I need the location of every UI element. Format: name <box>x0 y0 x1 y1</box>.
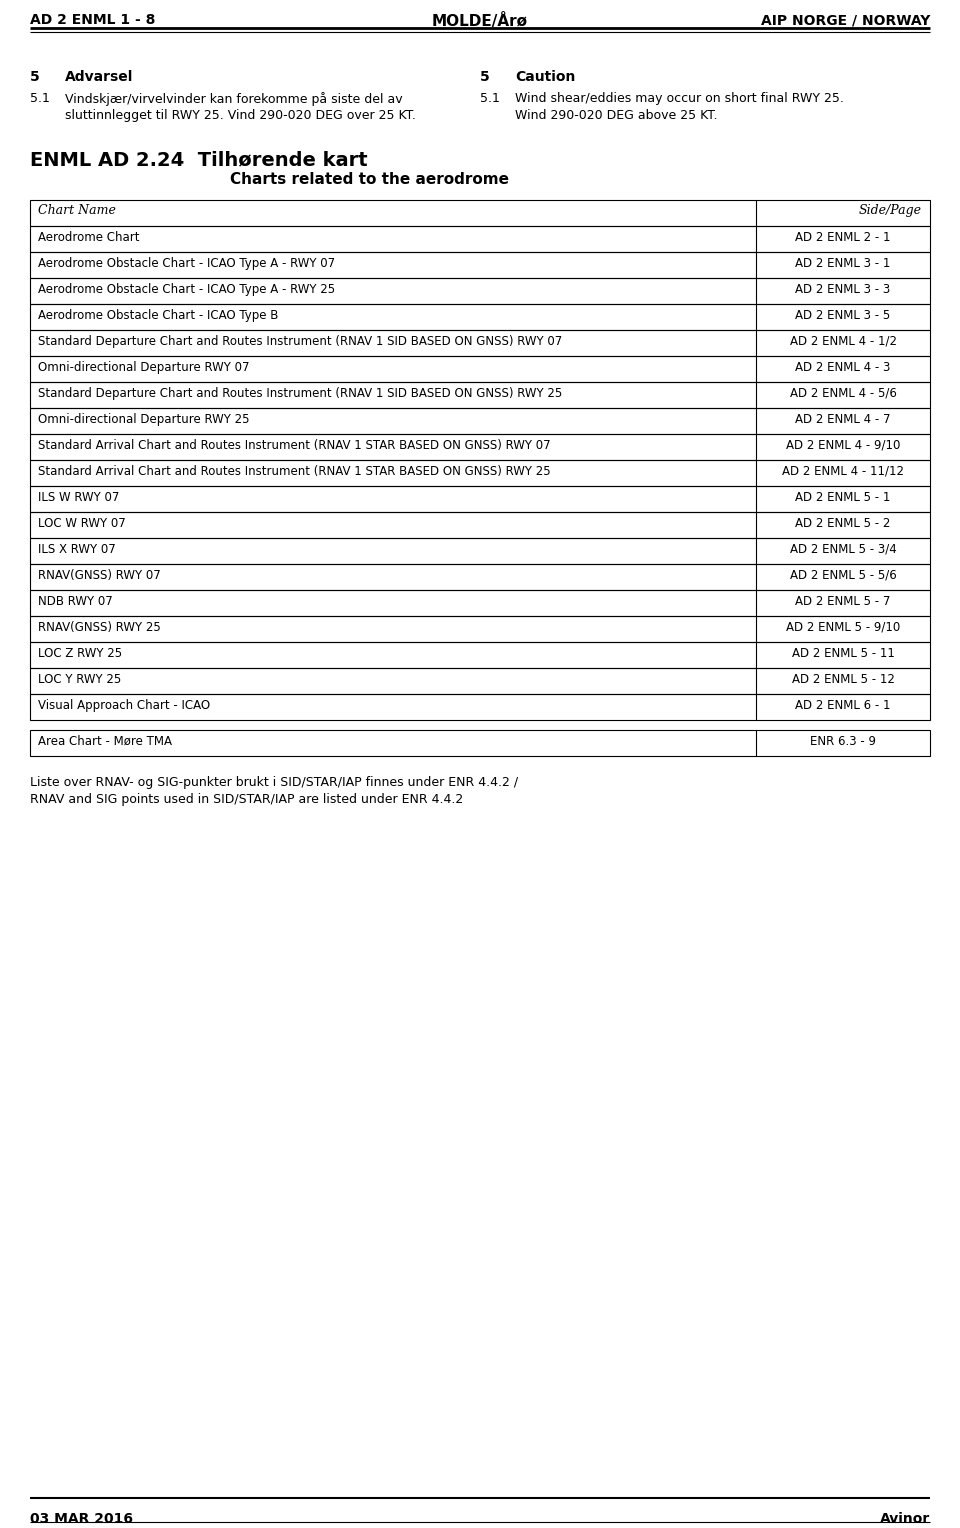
Text: Advarsel: Advarsel <box>65 70 133 84</box>
Bar <box>30 408 930 434</box>
Text: AD 2 ENML 3 - 5: AD 2 ENML 3 - 5 <box>796 309 891 322</box>
Text: AD 2 ENML 3 - 1: AD 2 ENML 3 - 1 <box>795 257 891 270</box>
Bar <box>30 226 930 252</box>
Text: AD 2 ENML 4 - 11/12: AD 2 ENML 4 - 11/12 <box>782 465 904 478</box>
Text: AD 2 ENML 6 - 1: AD 2 ENML 6 - 1 <box>795 698 891 712</box>
Bar <box>30 460 930 486</box>
Text: AD 2 ENML 4 - 9/10: AD 2 ENML 4 - 9/10 <box>786 439 900 452</box>
Text: AD 2 ENML 4 - 5/6: AD 2 ENML 4 - 5/6 <box>789 387 897 400</box>
Bar <box>30 694 930 720</box>
Text: 5.1: 5.1 <box>480 92 500 105</box>
Text: Liste over RNAV- og SIG-punkter brukt i SID/STAR/IAP finnes under ENR 4.4.2 /: Liste over RNAV- og SIG-punkter brukt i … <box>30 776 518 788</box>
Text: Wind shear/eddies may occur on short final RWY 25.: Wind shear/eddies may occur on short fin… <box>515 92 844 105</box>
Text: Standard Arrival Chart and Routes Instrument (RNAV 1 STAR BASED ON GNSS) RWY 07: Standard Arrival Chart and Routes Instru… <box>38 439 551 452</box>
Text: Side/Page: Side/Page <box>859 205 922 217</box>
Text: Standard Departure Chart and Routes Instrument (RNAV 1 SID BASED ON GNSS) RWY 07: Standard Departure Chart and Routes Inst… <box>38 335 563 348</box>
Bar <box>30 730 930 756</box>
Text: Charts related to the aerodrome: Charts related to the aerodrome <box>230 173 509 186</box>
Bar <box>30 538 930 564</box>
Text: Aerodrome Obstacle Chart - ICAO Type A - RWY 25: Aerodrome Obstacle Chart - ICAO Type A -… <box>38 283 335 296</box>
Text: AD 2 ENML 3 - 3: AD 2 ENML 3 - 3 <box>796 283 891 296</box>
Text: NDB RWY 07: NDB RWY 07 <box>38 594 112 608</box>
Bar <box>30 278 930 304</box>
Text: LOC Y RWY 25: LOC Y RWY 25 <box>38 672 121 686</box>
Text: 5: 5 <box>480 70 490 84</box>
Text: AD 2 ENML 4 - 1/2: AD 2 ENML 4 - 1/2 <box>789 335 897 348</box>
Bar <box>30 486 930 512</box>
Text: MOLDE/Årø: MOLDE/Årø <box>432 14 528 29</box>
Text: Area Chart - Møre TMA: Area Chart - Møre TMA <box>38 735 172 749</box>
Text: AD 2 ENML 4 - 3: AD 2 ENML 4 - 3 <box>795 361 891 374</box>
Text: AD 2 ENML 5 - 12: AD 2 ENML 5 - 12 <box>792 672 895 686</box>
Text: AD 2 ENML 5 - 11: AD 2 ENML 5 - 11 <box>792 646 895 660</box>
Text: Omni-directional Departure RWY 25: Omni-directional Departure RWY 25 <box>38 413 250 426</box>
Text: AD 2 ENML 5 - 1: AD 2 ENML 5 - 1 <box>795 490 891 504</box>
Text: RNAV and SIG points used in SID/STAR/IAP are listed under ENR 4.4.2: RNAV and SIG points used in SID/STAR/IAP… <box>30 793 464 805</box>
Text: 5: 5 <box>30 70 39 84</box>
Bar <box>30 590 930 616</box>
Bar <box>30 356 930 382</box>
Text: Wind 290-020 DEG above 25 KT.: Wind 290-020 DEG above 25 KT. <box>515 108 717 122</box>
Bar <box>30 304 930 330</box>
Text: Omni-directional Departure RWY 07: Omni-directional Departure RWY 07 <box>38 361 250 374</box>
Text: ENR 6.3 - 9: ENR 6.3 - 9 <box>810 735 876 749</box>
Text: ENML AD 2.24  Tilhørende kart: ENML AD 2.24 Tilhørende kart <box>30 150 368 170</box>
Text: ILS W RWY 07: ILS W RWY 07 <box>38 490 119 504</box>
Text: RNAV(GNSS) RWY 25: RNAV(GNSS) RWY 25 <box>38 620 160 634</box>
Text: Aerodrome Obstacle Chart - ICAO Type A - RWY 07: Aerodrome Obstacle Chart - ICAO Type A -… <box>38 257 335 270</box>
Text: Chart Name: Chart Name <box>38 205 116 217</box>
Text: sluttinnlegget til RWY 25. Vind 290-020 DEG over 25 KT.: sluttinnlegget til RWY 25. Vind 290-020 … <box>65 108 416 122</box>
Text: AD 2 ENML 1 - 8: AD 2 ENML 1 - 8 <box>30 14 156 28</box>
Text: AD 2 ENML 4 - 7: AD 2 ENML 4 - 7 <box>795 413 891 426</box>
Text: Standard Arrival Chart and Routes Instrument (RNAV 1 STAR BASED ON GNSS) RWY 25: Standard Arrival Chart and Routes Instru… <box>38 465 551 478</box>
Bar <box>30 512 930 538</box>
Bar <box>30 200 930 226</box>
Bar <box>30 616 930 642</box>
Text: AD 2 ENML 5 - 3/4: AD 2 ENML 5 - 3/4 <box>790 542 897 556</box>
Text: RNAV(GNSS) RWY 07: RNAV(GNSS) RWY 07 <box>38 568 160 582</box>
Text: Standard Departure Chart and Routes Instrument (RNAV 1 SID BASED ON GNSS) RWY 25: Standard Departure Chart and Routes Inst… <box>38 387 563 400</box>
Text: Aerodrome Obstacle Chart - ICAO Type B: Aerodrome Obstacle Chart - ICAO Type B <box>38 309 278 322</box>
Text: 03 MAR 2016: 03 MAR 2016 <box>30 1513 133 1526</box>
Bar <box>30 564 930 590</box>
Text: LOC W RWY 07: LOC W RWY 07 <box>38 516 126 530</box>
Text: 5.1: 5.1 <box>30 92 50 105</box>
Text: Vindskjær/virvelvinder kan forekomme på siste del av: Vindskjær/virvelvinder kan forekomme på … <box>65 92 402 105</box>
Text: AD 2 ENML 2 - 1: AD 2 ENML 2 - 1 <box>795 231 891 244</box>
Text: LOC Z RWY 25: LOC Z RWY 25 <box>38 646 122 660</box>
Text: AD 2 ENML 5 - 9/10: AD 2 ENML 5 - 9/10 <box>786 620 900 634</box>
Text: Caution: Caution <box>515 70 575 84</box>
Text: Aerodrome Chart: Aerodrome Chart <box>38 231 139 244</box>
Bar <box>30 668 930 694</box>
Bar <box>30 252 930 278</box>
Text: AD 2 ENML 5 - 7: AD 2 ENML 5 - 7 <box>795 594 891 608</box>
Bar <box>30 330 930 356</box>
Text: Avinor: Avinor <box>879 1513 930 1526</box>
Text: AIP NORGE / NORWAY: AIP NORGE / NORWAY <box>760 14 930 28</box>
Bar <box>30 642 930 668</box>
Text: AD 2 ENML 5 - 5/6: AD 2 ENML 5 - 5/6 <box>790 568 897 582</box>
Bar <box>30 434 930 460</box>
Text: Visual Approach Chart - ICAO: Visual Approach Chart - ICAO <box>38 698 210 712</box>
Text: AD 2 ENML 5 - 2: AD 2 ENML 5 - 2 <box>795 516 891 530</box>
Text: ILS X RWY 07: ILS X RWY 07 <box>38 542 116 556</box>
Bar <box>30 382 930 408</box>
